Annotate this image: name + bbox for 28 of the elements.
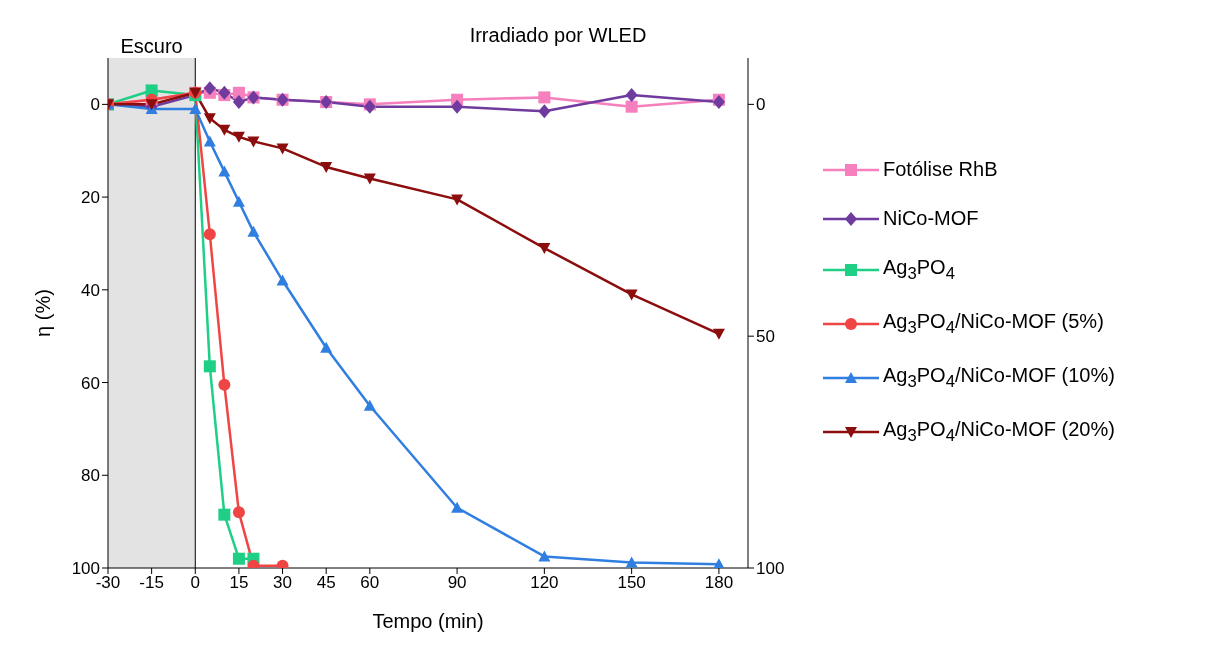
x-axis-title: Tempo (min) — [372, 610, 484, 632]
x-tick-label: 60 — [360, 573, 380, 593]
y-axis-title: η (%) — [32, 289, 55, 337]
legend-label: Fotólise RhB — [883, 158, 998, 181]
legend-label: Ag$_{3}$PO$_{4}$ — [883, 256, 955, 284]
x-tick-label: 30 — [273, 573, 293, 593]
y-tick-label: 40 — [81, 280, 100, 300]
band-label: Escuro — [120, 35, 183, 57]
legend-label: Ag$_{3}$PO$_{4}$/NiCo-MOF (20%) — [883, 418, 1115, 446]
y-tick-label: 80 — [81, 466, 100, 486]
y2-tick-label: 100 — [756, 559, 785, 579]
legend-label: Ag$_{3}$PO$_{4}$/NiCo-MOF (5%) — [883, 310, 1104, 338]
x-tick-label: 150 — [617, 573, 646, 593]
y-tick-label: 20 — [81, 188, 100, 208]
y2-tick-label: 0 — [756, 95, 766, 115]
x-tick-label: 0 — [190, 573, 201, 593]
text: Irradiado por WLED — [468, 24, 648, 47]
y-tick-label: 0 — [90, 95, 100, 115]
x-tick-label: 90 — [447, 573, 467, 593]
x-tick-label: 15 — [229, 573, 249, 593]
y-tick-label: 60 — [81, 373, 100, 393]
x-tick-label: 45 — [316, 573, 336, 593]
x-tick-label: 120 — [530, 573, 559, 593]
legend-label: Ag$_{3}$PO$_{4}$/NiCo-MOF (10%) — [883, 364, 1115, 392]
x-tick-label: -15 — [139, 573, 164, 593]
y2-tick-label: 50 — [756, 327, 775, 347]
legend-label: NiCo-MOF — [883, 207, 979, 230]
x-tick-label: 180 — [704, 573, 734, 593]
